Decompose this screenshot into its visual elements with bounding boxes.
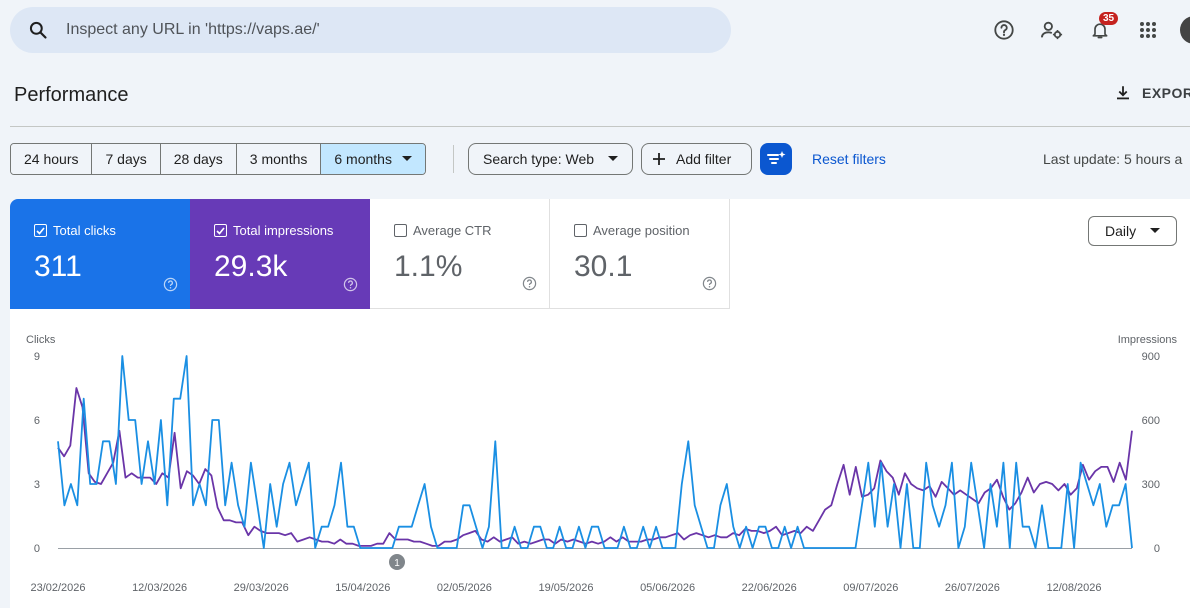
- metric-card-total-impressions[interactable]: Total impressions 29.3k: [190, 199, 370, 309]
- dropdown-arrow-icon: [401, 156, 412, 161]
- left-axis-tick: 9: [34, 351, 40, 363]
- x-axis-tick: 26/07/2026: [945, 582, 1000, 594]
- last-update-text: Last update: 5 hours a: [1043, 151, 1183, 167]
- date-range-24-hours[interactable]: 24 hours: [11, 144, 93, 174]
- date-range-3-months[interactable]: 3 months: [236, 144, 322, 174]
- help-circle-icon[interactable]: [522, 276, 537, 296]
- search-icon[interactable]: [10, 20, 66, 40]
- metric-label: Average position: [593, 223, 690, 238]
- metric-label: Total clicks: [53, 223, 116, 238]
- date-range-7-days[interactable]: 7 days: [92, 144, 161, 174]
- add-filter-label: Add filter: [676, 151, 732, 167]
- date-range-28-days[interactable]: 28 days: [160, 144, 237, 174]
- metric-card-total-clicks[interactable]: Total clicks 311: [10, 199, 190, 309]
- left-axis-tick: 6: [34, 415, 40, 427]
- right-axis-tick: 0: [1154, 543, 1160, 555]
- right-axis-tick: 300: [1142, 479, 1160, 491]
- x-axis-tick: 19/05/2026: [538, 582, 593, 594]
- impressions-series-line[interactable]: [57, 387, 1133, 547]
- metric-label-row: Total clicks: [34, 223, 190, 238]
- help-icon[interactable]: [990, 14, 1018, 46]
- x-axis-tick: 29/03/2026: [234, 582, 289, 594]
- search-type-dropdown[interactable]: Search type: Web: [468, 143, 633, 175]
- right-axis-tick: 600: [1142, 415, 1160, 427]
- add-filter-button[interactable]: Add filter: [641, 143, 752, 175]
- checkbox-unchecked-icon[interactable]: [394, 224, 407, 237]
- checkbox-unchecked-icon[interactable]: [574, 224, 587, 237]
- notification-count-badge: 35: [1099, 12, 1119, 25]
- url-inspection-input[interactable]: [66, 21, 666, 39]
- x-axis-tick: 02/05/2026: [437, 582, 492, 594]
- x-axis-tick: 23/02/2026: [30, 582, 85, 594]
- help-circle-icon[interactable]: [343, 277, 358, 297]
- help-circle-icon[interactable]: [702, 276, 717, 296]
- x-axis-tick: 22/06/2026: [742, 582, 797, 594]
- filter-separator: [453, 145, 454, 173]
- annotation-circle: [389, 554, 405, 570]
- x-axis-tick: 12/03/2026: [132, 582, 187, 594]
- checkbox-checked-icon[interactable]: [214, 224, 227, 237]
- reset-filters-link[interactable]: Reset filters: [812, 151, 886, 167]
- x-axis-tick: 15/04/2026: [335, 582, 390, 594]
- metric-value: 1.1%: [394, 250, 463, 283]
- search-type-label: Search type: Web: [483, 151, 595, 167]
- plus-icon: [653, 153, 665, 165]
- annotation-label: 1: [394, 558, 400, 569]
- checkbox-checked-icon[interactable]: [34, 224, 47, 237]
- metric-value: 29.3k: [214, 250, 288, 283]
- manage-users-icon[interactable]: [1038, 14, 1066, 46]
- metric-card-average-ctr[interactable]: Average CTR 1.1%: [370, 199, 550, 309]
- left-axis-title: Clicks: [26, 334, 56, 346]
- x-axis-tick: 09/07/2026: [843, 582, 898, 594]
- smart-filter-button[interactable]: [760, 143, 792, 175]
- performance-panel: Total clicks 311 Total impressions 29.3k…: [10, 199, 1190, 608]
- x-axis-tick: 05/06/2026: [640, 582, 695, 594]
- export-button[interactable]: EXPOR: [1114, 84, 1190, 102]
- right-axis-title: Impressions: [1118, 334, 1178, 346]
- url-inspection-bar[interactable]: [10, 7, 731, 53]
- metric-label-row: Average CTR: [394, 223, 549, 238]
- metric-value: 311: [34, 250, 82, 283]
- performance-chart: Clicks Impressions 9 6 3 0 900 600 300 0 23/02…: [26, 334, 1178, 594]
- metric-label: Total impressions: [233, 223, 334, 238]
- help-circle-icon[interactable]: [163, 277, 178, 297]
- dropdown-arrow-icon: [608, 156, 619, 161]
- x-axis-tick: 12/08/2026: [1046, 582, 1101, 594]
- export-label: EXPOR: [1142, 85, 1190, 101]
- dropdown-arrow-icon: [1150, 228, 1160, 233]
- left-axis-tick: 3: [34, 479, 40, 491]
- header-divider: [10, 126, 1190, 127]
- annotation-marker[interactable]: 1: [389, 554, 405, 570]
- download-icon: [1117, 86, 1129, 100]
- notifications-icon[interactable]: 35: [1086, 12, 1119, 46]
- clicks-series-line[interactable]: [57, 355, 1133, 549]
- right-axis-tick: 900: [1142, 351, 1160, 363]
- header-actions: 35: [990, 12, 1162, 46]
- page-title: Performance: [14, 84, 129, 106]
- metric-label-row: Average position: [574, 223, 729, 238]
- metric-label-row: Total impressions: [214, 223, 370, 238]
- left-axis-tick: 0: [34, 543, 40, 555]
- filter-sparkle-icon: [767, 151, 786, 164]
- date-range-6-months[interactable]: 6 months: [321, 144, 425, 174]
- granularity-label: Daily: [1105, 223, 1137, 239]
- metric-label: Average CTR: [413, 223, 492, 238]
- date-range-selector: 24 hours 7 days 28 days 3 months 6 month…: [10, 143, 426, 175]
- metric-value: 30.1: [574, 250, 633, 283]
- apps-grid-icon[interactable]: [1134, 14, 1162, 46]
- date-range-6-months-label: 6 months: [334, 151, 392, 167]
- granularity-dropdown[interactable]: Daily: [1088, 216, 1177, 246]
- metric-card-average-position[interactable]: Average position 30.1: [550, 199, 730, 309]
- account-avatar[interactable]: [1180, 16, 1190, 44]
